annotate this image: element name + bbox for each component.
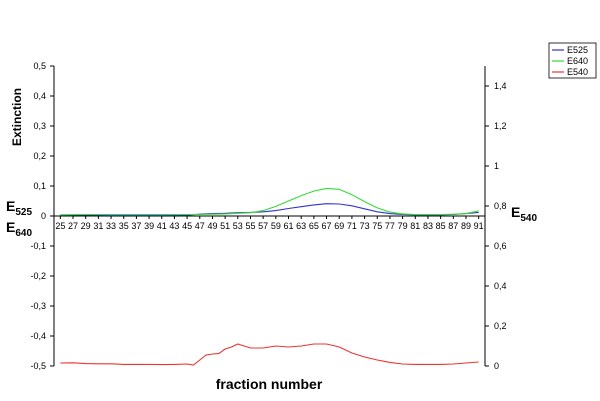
x-tick-label: 51 [220, 221, 230, 231]
right-tick-label: 0 [494, 361, 499, 371]
x-tick-label: 45 [182, 221, 192, 231]
x-tick-label: 79 [398, 221, 408, 231]
x-tick-label: 75 [372, 221, 382, 231]
left-tick-label: -0,4 [30, 331, 46, 341]
x-tick-label: 67 [322, 221, 332, 231]
left-tick-label: 0 [41, 211, 46, 221]
right-tick-label: 0,2 [494, 321, 507, 331]
right-axis-symbol: E540 [511, 204, 537, 224]
right-axis-symbol: E540 [511, 204, 537, 224]
y-axis-title: Extinction [10, 88, 24, 146]
right-tick-label: 0,6 [494, 241, 507, 251]
x-tick-label: 69 [334, 221, 344, 231]
legend-label: E540 [567, 67, 588, 77]
left-tick-label: -0,1 [30, 241, 46, 251]
left-axis-symbol: E525 [6, 198, 32, 218]
x-axis: 25 27 29 31 33 35 37 39 41 43 45 47 49 51 53 55 57 59 61 63… [54, 215, 485, 231]
x-tick-label: 39 [144, 221, 154, 231]
x-tick-label: 47 [195, 221, 205, 231]
x-tick-label: 77 [385, 221, 395, 231]
x-tick-label: 35 [119, 221, 129, 231]
series-line-e540 [60, 343, 479, 366]
x-tick-label: 53 [233, 221, 243, 231]
legend-label: E525 [567, 45, 588, 55]
series-line-e640 [60, 187, 479, 216]
x-tick-label: 81 [410, 221, 420, 231]
left-tick-label: 0,5 [33, 61, 46, 71]
left-tick-label: 0,3 [33, 121, 46, 131]
x-tick-label: 65 [309, 221, 319, 231]
x-tick-label: 63 [296, 221, 306, 231]
x-tick-label: 41 [157, 221, 167, 231]
x-tick-label: 87 [448, 221, 458, 231]
x-tick-label: 55 [245, 221, 255, 231]
x-tick-label: 61 [284, 221, 294, 231]
left-tick-label: -0,2 [30, 271, 46, 281]
x-tick-label: 85 [436, 221, 446, 231]
x-tick-label: 25 [55, 221, 65, 231]
left-tick-label: 0,4 [33, 91, 46, 101]
right-tick-label: 1,2 [494, 121, 507, 131]
left-tick-label: -0,5 [30, 361, 46, 371]
legend-label: E640 [567, 56, 588, 66]
x-tick-label: 59 [271, 221, 281, 231]
x-tick-label: 89 [461, 221, 471, 231]
x-tick-label: 73 [360, 221, 370, 231]
right-tick-label: 1,4 [494, 81, 507, 91]
right-tick-label: 0,4 [494, 281, 507, 291]
series-line-e525 [60, 203, 479, 216]
x-axis-title: fraction number [216, 376, 323, 392]
x-tick-label: 33 [106, 221, 116, 231]
series-group [60, 187, 479, 366]
x-tick-label: 49 [207, 221, 217, 231]
left-tick-label: 0,1 [33, 181, 46, 191]
right-tick-label: 0,8 [494, 201, 507, 211]
x-tick-label: 71 [347, 221, 357, 231]
left-tick-label: -0,3 [30, 301, 46, 311]
x-tick-label: 27 [68, 221, 78, 231]
x-tick-label: 29 [81, 221, 91, 231]
x-tick-label: 43 [169, 221, 179, 231]
x-tick-label: 37 [131, 221, 141, 231]
left-axis-symbol: E640 [6, 219, 32, 239]
left-axis: 0,5 0,4 0,3 0,2 0,1 0 -0,1 -0,2 -0,3 -0,4 -0,5 [30, 61, 55, 371]
left-tick-label: 0,2 [33, 151, 46, 161]
x-tick-label: 91 [474, 221, 484, 231]
right-tick-label: 1 [494, 161, 499, 171]
x-tick-label: 31 [93, 221, 103, 231]
right-axis: 1,4 1,2 1 0,8 0,6 0,4 0,2 0 [484, 66, 507, 371]
x-tick-label: 57 [258, 221, 268, 231]
x-tick-label: 83 [423, 221, 433, 231]
